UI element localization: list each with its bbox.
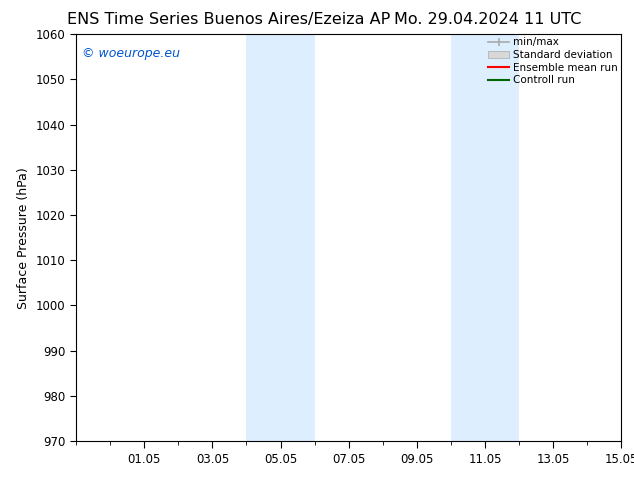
Y-axis label: Surface Pressure (hPa): Surface Pressure (hPa) — [17, 167, 30, 309]
Text: Mo. 29.04.2024 11 UTC: Mo. 29.04.2024 11 UTC — [394, 12, 582, 27]
Text: © woeurope.eu: © woeurope.eu — [82, 47, 179, 59]
Text: ENS Time Series Buenos Aires/Ezeiza AP: ENS Time Series Buenos Aires/Ezeiza AP — [67, 12, 390, 27]
Legend: min/max, Standard deviation, Ensemble mean run, Controll run: min/max, Standard deviation, Ensemble me… — [488, 37, 618, 85]
Bar — [451, 34, 519, 441]
Bar — [247, 34, 314, 441]
